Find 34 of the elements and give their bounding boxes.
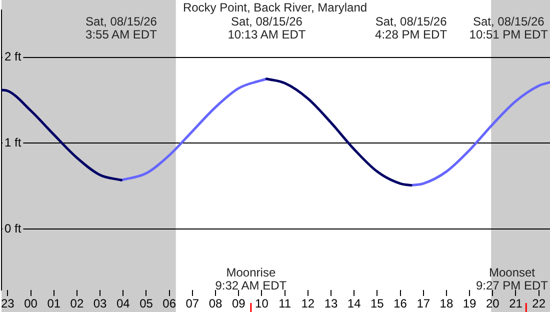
x-tick-label: 21 bbox=[509, 296, 523, 311]
y-tick-label: 1 ft bbox=[4, 136, 22, 150]
x-tick-label: 02 bbox=[70, 296, 84, 311]
ref-line-label: Moonset 9:27 PM EDT bbox=[476, 265, 549, 292]
x-tick-label: 09 bbox=[232, 296, 246, 311]
x-tick-label: 13 bbox=[324, 296, 338, 311]
x-tick-label: 03 bbox=[93, 296, 108, 311]
annotation: Sat, 08/15/26 10:13 AM EDT bbox=[228, 14, 306, 42]
y-tick-label: 0 ft bbox=[4, 221, 22, 236]
x-tick-label: 06 bbox=[162, 296, 176, 311]
x-tick-label: 19 bbox=[462, 296, 477, 311]
x-tick-label: 17 bbox=[416, 296, 430, 311]
y-tick-label: 2 ft bbox=[4, 50, 22, 64]
x-tick-label: 05 bbox=[140, 296, 154, 311]
x-tick-label: 01 bbox=[47, 296, 61, 311]
x-tick-label: 04 bbox=[116, 296, 130, 311]
annotation: Sat, 08/15/26 3:55 AM EDT bbox=[86, 14, 158, 42]
annotation: Sat, 08/15/26 10:51 PM EDT bbox=[469, 14, 549, 42]
x-tick-label: 20 bbox=[486, 296, 500, 311]
x-tick-label: 16 bbox=[394, 296, 408, 311]
chart-title: Rocky Point, Back River, Maryland bbox=[182, 0, 368, 14]
x-tick-label: 22 bbox=[532, 296, 546, 311]
x-tick-label: 08 bbox=[208, 296, 223, 311]
x-tick-label: 11 bbox=[278, 296, 292, 311]
x-tick-label: 12 bbox=[301, 296, 315, 311]
ref-line-label: Moonrise 9:32 AM EDT bbox=[215, 265, 288, 292]
x-tick-label: 15 bbox=[370, 296, 384, 311]
annotation: Sat, 08/15/26 4:28 PM EDT bbox=[375, 14, 448, 42]
x-tick-label: 07 bbox=[186, 296, 200, 311]
x-tick-label: 00 bbox=[24, 296, 38, 311]
x-tick-label: 14 bbox=[347, 296, 362, 311]
x-tick-label: 23 bbox=[0, 296, 15, 311]
x-tick-label: 10 bbox=[255, 296, 269, 311]
x-tick-label: 18 bbox=[440, 296, 454, 311]
